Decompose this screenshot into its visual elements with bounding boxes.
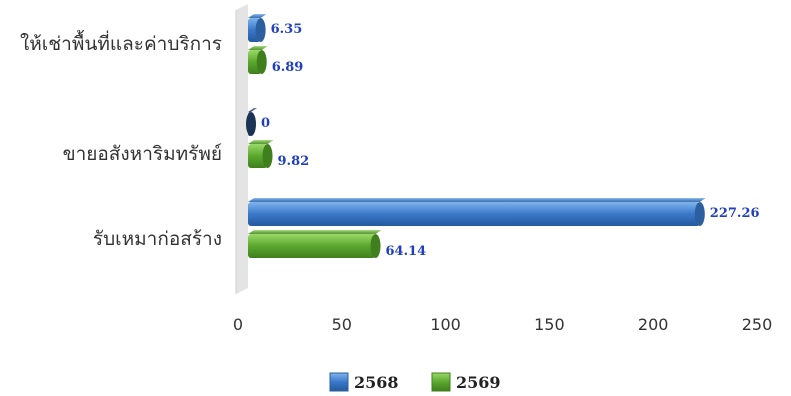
bar-cap — [262, 144, 273, 168]
bar-face — [248, 202, 700, 226]
bar-cap — [256, 50, 267, 74]
category-label: รับเหมาก่อสร้าง — [93, 228, 222, 250]
legend-label: 2569 — [456, 373, 501, 392]
x-tick-label: 0 — [233, 315, 243, 334]
bar — [248, 140, 274, 168]
data-label: 227.26 — [710, 206, 760, 221]
bar-top-face — [248, 108, 257, 112]
plot-wall — [235, 4, 248, 294]
bar — [248, 14, 267, 42]
bar-face — [248, 144, 268, 168]
legend-swatch — [431, 372, 451, 392]
bar-top-face — [248, 198, 706, 202]
bar — [248, 46, 268, 74]
data-label: 6.89 — [272, 60, 304, 75]
legend-item: 2569 — [431, 372, 501, 392]
data-label: 64.14 — [386, 244, 427, 259]
bar-face — [248, 234, 376, 258]
data-label: 0 — [261, 116, 270, 131]
category-labels: ให้เช่าพื้นที่และค่าบริการขายอสังหาริมทร… — [20, 30, 222, 250]
bar-cap — [246, 112, 256, 136]
x-axis-ticks: 0 50 100 150 200 250 — [233, 315, 772, 334]
category-label: ขายอสังหาริมทรัพย์ — [63, 143, 222, 165]
x-tick-label: 50 — [332, 315, 352, 334]
bar — [248, 230, 382, 258]
legend-swatch — [329, 372, 349, 392]
bar — [246, 108, 257, 136]
bar-top-face — [248, 14, 267, 18]
bar — [248, 198, 706, 226]
bar-top-face — [248, 140, 274, 144]
data-labels: 6.35 0 227.26 6.89 9.82 64.14 — [261, 22, 760, 259]
data-label: 6.35 — [271, 22, 303, 37]
x-tick-label: 250 — [742, 315, 773, 334]
x-tick-label: 100 — [430, 315, 461, 334]
bar-top-face — [248, 46, 268, 50]
x-tick-label: 200 — [638, 315, 669, 334]
data-label: 9.82 — [278, 154, 310, 169]
category-label: ให้เช่าพื้นที่และค่าบริการ — [20, 30, 222, 55]
x-tick-label: 150 — [534, 315, 565, 334]
legend-label: 2568 — [354, 373, 399, 392]
bar-top-face — [248, 230, 382, 234]
bar-cap — [255, 18, 266, 42]
legend: 2568 2569 — [329, 372, 501, 392]
bars — [246, 14, 706, 258]
bar-cap — [694, 202, 705, 226]
bar-cap — [370, 234, 381, 258]
legend-item: 2568 — [329, 372, 399, 392]
